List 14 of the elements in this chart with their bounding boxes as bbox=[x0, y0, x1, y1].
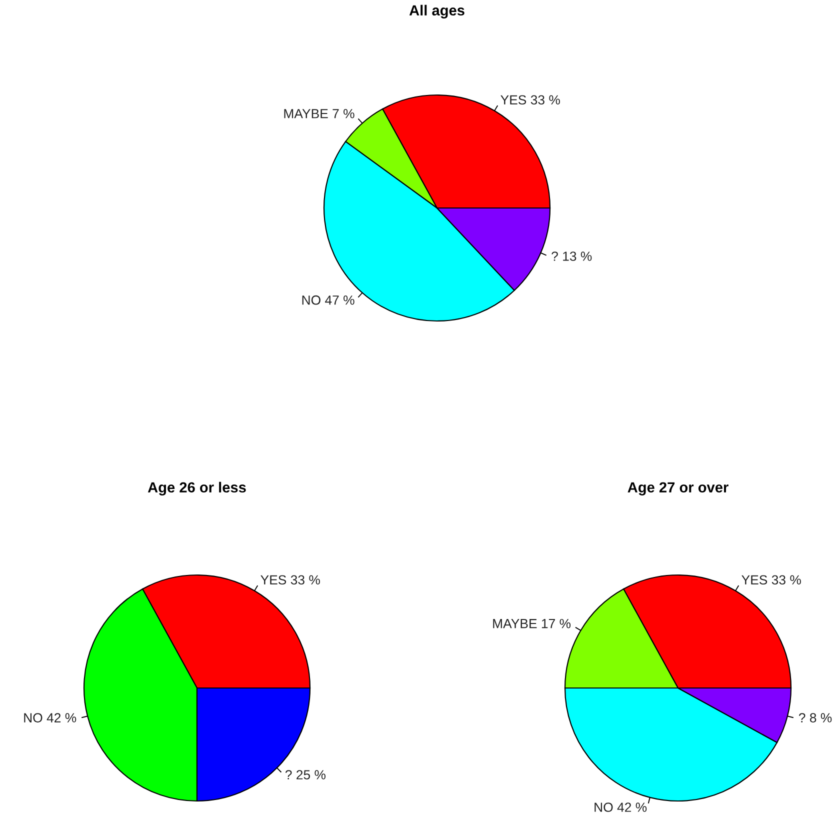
slice-label: YES 33 % bbox=[260, 575, 320, 585]
slice-label: MAYBE 7 % bbox=[284, 109, 354, 118]
chart-title: Age 27 or over bbox=[628, 482, 728, 496]
slice-label: ? 25 % bbox=[285, 770, 326, 780]
slice-label: ? 13 % bbox=[552, 252, 592, 261]
slice-label: MAYBE 17 % bbox=[493, 618, 571, 628]
chart-title: All ages bbox=[409, 4, 464, 18]
slice-label: NO 42 % bbox=[24, 713, 76, 722]
slice-label: NO 47 % bbox=[302, 295, 354, 305]
slice-label: YES 33 % bbox=[500, 95, 560, 105]
slice-label: ? 8 % bbox=[798, 713, 832, 722]
slice-label: NO 42 % bbox=[594, 802, 647, 812]
slice-label: YES 33 % bbox=[742, 575, 801, 585]
chart-title: Age 26 or less bbox=[148, 482, 246, 496]
